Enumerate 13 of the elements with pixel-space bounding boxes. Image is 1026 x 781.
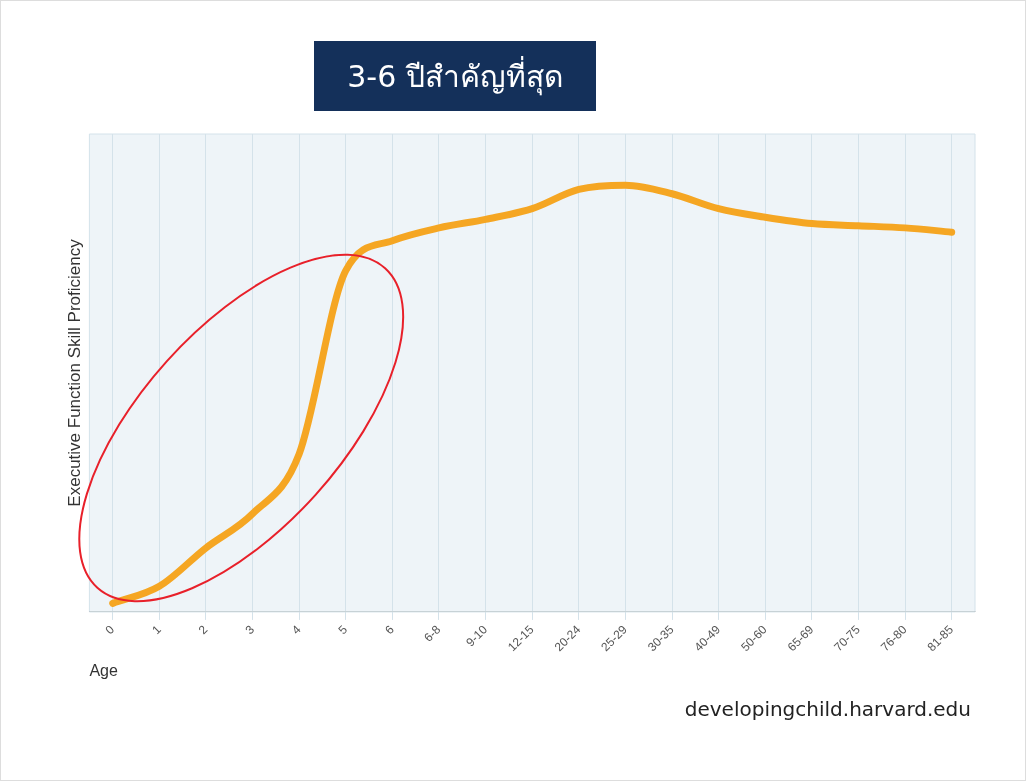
x-tick-label: 9-10: [463, 622, 491, 650]
x-tick-label: 4: [288, 622, 304, 638]
x-tick-label: 5: [335, 622, 351, 638]
x-tick-label: 3: [242, 622, 258, 638]
x-tick-label: 6: [382, 622, 398, 638]
x-tick-label: 0: [102, 622, 118, 638]
x-tick-label: 1: [149, 622, 164, 638]
text: developingchild.harvard.edu: [683, 697, 971, 721]
x-tick-label: 6-8: [421, 622, 444, 645]
x-axis-title: Age: [89, 661, 118, 679]
chart-title: 3-6 ปีสำคัญที่สุด: [314, 41, 596, 111]
y-axis-title: Executive Function Skill Proficiency: [64, 238, 84, 507]
x-tick-label: 2: [195, 622, 211, 638]
